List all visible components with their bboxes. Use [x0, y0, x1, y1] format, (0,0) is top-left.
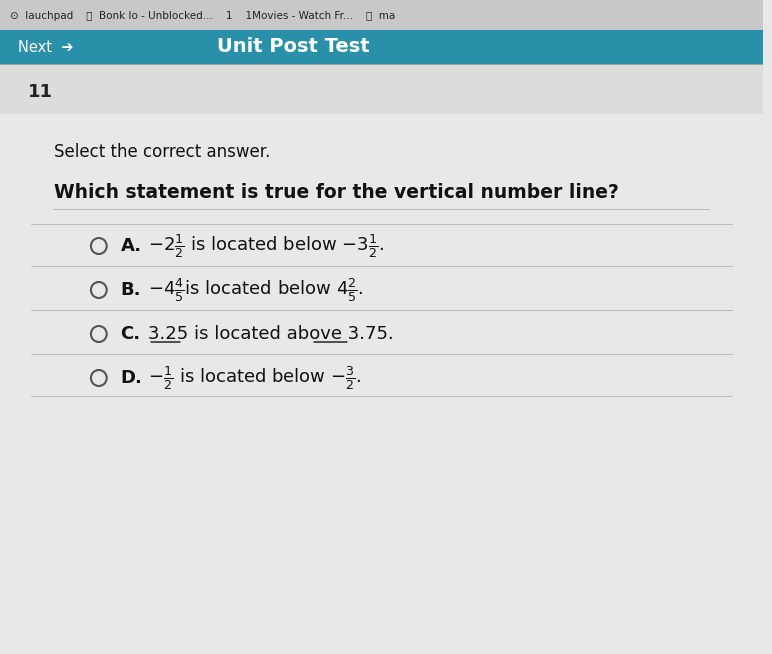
Text: Unit Post Test: Unit Post Test	[218, 37, 370, 56]
Text: $-\frac{1}{2}$ is located below $-\frac{3}{2}$.: $-\frac{1}{2}$ is located below $-\frac{…	[148, 364, 361, 392]
Text: 11: 11	[28, 83, 52, 101]
Text: D.: D.	[120, 369, 142, 387]
Text: ⊙  lauchpad    🎮  Bonk lo - Unblocked...    1    1Movies - Watch Fr...    🅐  ma: ⊙ lauchpad 🎮 Bonk lo - Unblocked... 1 1M…	[10, 11, 395, 21]
FancyBboxPatch shape	[0, 0, 763, 30]
FancyBboxPatch shape	[0, 30, 763, 64]
Text: C.: C.	[120, 325, 141, 343]
Text: B.: B.	[120, 281, 141, 299]
Text: $-4\frac{4}{5}$is located below $4\frac{2}{5}$.: $-4\frac{4}{5}$is located below $4\frac{…	[148, 276, 364, 304]
Text: Select the correct answer.: Select the correct answer.	[54, 143, 271, 161]
Text: A.: A.	[120, 237, 142, 255]
Text: 3.25 is located above 3.75.: 3.25 is located above 3.75.	[148, 325, 394, 343]
FancyBboxPatch shape	[0, 64, 763, 114]
Text: $-2\frac{1}{2}$ is located below $-3\frac{1}{2}$.: $-2\frac{1}{2}$ is located below $-3\fra…	[148, 232, 384, 260]
FancyBboxPatch shape	[0, 114, 763, 654]
Text: Next  ➔: Next ➔	[18, 39, 73, 54]
Text: Which statement is true for the vertical number line?: Which statement is true for the vertical…	[54, 182, 619, 201]
